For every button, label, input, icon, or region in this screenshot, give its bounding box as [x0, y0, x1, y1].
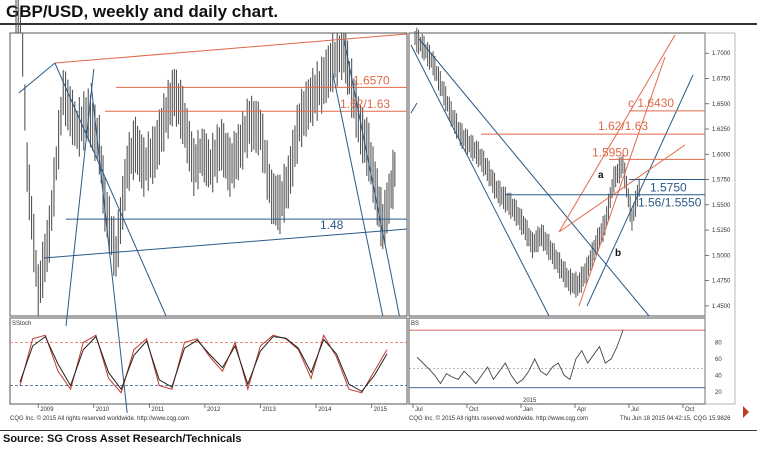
daily-y-label: 1.4500 — [712, 304, 731, 310]
weekly-stoch-series-2 — [19, 335, 388, 393]
daily-y-label: 1.6000 — [712, 152, 731, 158]
daily-level-label-3: 1.5950 — [592, 145, 629, 159]
daily-footer-text: CQG Inc. © 2015 All rights reserved worl… — [409, 415, 588, 422]
weekly-stoch-label: SStoch — [12, 321, 31, 327]
daily-x-label: Apr — [577, 407, 586, 413]
weekly-footer-text: CQG Inc. © 2015 All rights reserved worl… — [10, 415, 189, 422]
daily-y-label: 1.6250 — [712, 127, 731, 133]
weekly-blue-trendline — [90, 82, 128, 413]
daily-level-label-1: c 1.6430 — [628, 96, 674, 110]
daily-blue-channel-line — [410, 44, 550, 317]
weekly-x-label: 2014 — [318, 407, 332, 413]
daily-panel-frame — [408, 32, 706, 317]
daily-stoch-series — [416, 329, 624, 385]
daily-level-label-4: 1.5750 — [650, 181, 687, 195]
daily-stoch-label: BS — [411, 321, 419, 327]
weekly-blue-trendline — [18, 62, 56, 94]
weekly-panel-frame — [9, 32, 408, 317]
weekly-x-label: 2009 — [40, 407, 54, 413]
daily-stoch-frame — [408, 317, 706, 405]
weekly-level-label-3: 1.48 — [320, 218, 344, 232]
weekly-x-label: 2015 — [374, 407, 388, 413]
daily-y-label: 1.4750 — [712, 279, 731, 285]
title-rule — [0, 23, 757, 25]
weekly-blue-trendline — [65, 68, 95, 327]
weekly-x-label: 2012 — [207, 407, 221, 413]
daily-x-label: Jul — [631, 407, 639, 413]
daily-x-label: Oct — [469, 407, 479, 413]
daily-x-label: Jan — [523, 407, 533, 413]
daily-orange-fan-line — [578, 56, 666, 307]
arrow-icon — [743, 406, 749, 418]
timestamp-footer-text: Thu Jun 18 2015 04:42:15, CQG 15.9826 — [620, 416, 731, 422]
bottom-rule — [0, 430, 757, 431]
daily-y-label: 1.6750 — [712, 76, 731, 82]
daily-y-label: 1.5750 — [712, 178, 731, 184]
daily-blue-uptrend-line — [586, 74, 694, 307]
daily-x-label: Oct — [685, 407, 695, 413]
weekly-orange-trendline — [54, 33, 408, 64]
daily-stoch-y-label: 80 — [715, 340, 722, 346]
weekly-x-label: 2013 — [263, 407, 277, 413]
weekly-x-label: 2011 — [151, 407, 165, 413]
daily-x-label: Jul — [415, 407, 423, 413]
weekly-level-label-1: 1.6570 — [353, 73, 390, 87]
daily-y-label: 1.5500 — [712, 203, 731, 209]
weekly-level-label-2: 1.62/1.63 — [340, 97, 390, 111]
daily-stoch-y-label: 20 — [715, 390, 722, 396]
daily-blue-channel-line — [418, 38, 650, 317]
wave-label-b: b — [615, 248, 621, 259]
weekly-blue-support-line — [43, 228, 408, 259]
source-note: Source: SG Cross Asset Research/Technica… — [3, 433, 242, 445]
daily-axis-frame — [704, 32, 736, 405]
chart-canvas: 1.6570 1.62/1.63 1.48 2009 2010 2011 2012 2013 2… — [9, 0, 749, 422]
daily-year-label: 2015 — [523, 398, 537, 404]
weekly-x-label: 2010 — [96, 407, 110, 413]
daily-stoch-y-label: 40 — [715, 373, 722, 379]
daily-y-label: 1.5000 — [712, 253, 731, 259]
chart-title: GBP/USD, weekly and daily chart. — [6, 2, 279, 21]
weekly-blue-trendline — [332, 72, 384, 317]
daily-orange-fan-line — [558, 34, 676, 233]
daily-stoch-y-label: 60 — [715, 357, 722, 363]
daily-y-label: 1.6500 — [712, 102, 731, 108]
daily-level-label-5: 1.56/1.5550 — [638, 196, 702, 210]
weekly-blue-trendline — [54, 62, 167, 317]
weekly-blue-trendline — [343, 38, 400, 317]
daily-blue-channel-line — [410, 102, 418, 114]
daily-y-label: 1.7000 — [712, 51, 731, 57]
daily-y-label: 1.5250 — [712, 228, 731, 234]
weekly-stoch-series-1 — [19, 333, 388, 394]
wave-label-a: a — [598, 170, 604, 181]
daily-level-label-2: 1.62/1.63 — [598, 119, 648, 133]
weekly-stoch-frame — [9, 317, 408, 405]
